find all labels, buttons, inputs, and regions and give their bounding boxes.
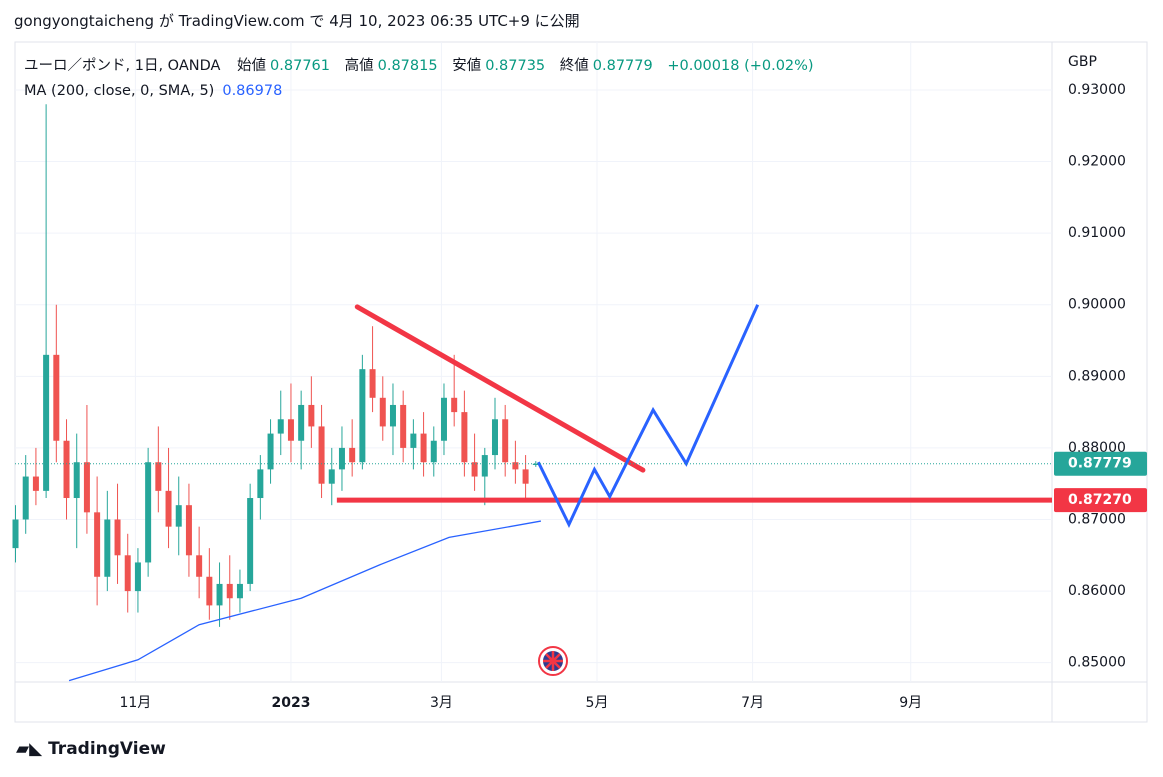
candle-body [267,433,274,470]
candle-body [104,519,111,577]
trendline [354,304,646,473]
change: +0.00018 (+0.02%) [667,58,814,74]
ma-value: 0.86978 [222,83,283,99]
x-tick-label: 3月 [430,695,453,711]
candle-body [420,433,427,463]
candle-body [410,433,417,448]
candle-body [114,519,121,556]
candle-body [532,463,539,466]
footer-text: TradingView [48,739,166,759]
candle-body [165,490,172,527]
footer: ▰◣ TradingView [16,739,166,759]
axis-unit: GBP [1068,54,1097,70]
candle-body [73,462,80,499]
ohlc-label: 高値 [344,58,374,74]
y-tick-label: 0.90000 [1068,297,1126,313]
last-price-tag [1054,451,1147,476]
candle-body [440,397,447,441]
legend-row: ユーロ／ポンド, 1日, OANDA 始値 0.87761 高値 0.87815 安… [24,54,824,79]
projection-path [536,304,760,528]
candle-body [196,555,203,577]
symbol: ユーロ／ポンド, 1日, OANDA [24,58,221,74]
candle-body [451,397,458,413]
support-tag [1054,488,1147,513]
candle-body [491,419,498,456]
candle-body [502,419,509,463]
candle-body [257,469,264,499]
x-tick-label: 7月 [741,695,764,711]
candle-body [175,505,182,527]
ohlc-label: 始値 [237,58,267,74]
chart-frame [14,41,1148,723]
candle-body [185,505,192,556]
candle-body [206,576,213,606]
candle-body [22,476,29,520]
candle-body [155,462,162,491]
candle-body [247,498,254,584]
candle-body [226,583,233,599]
candle-body [298,404,305,441]
candle-body [328,469,335,484]
candle-body [12,519,19,549]
ohlc-value: 0.87815 [377,58,438,74]
candle-body [277,419,284,434]
candle-body [32,476,39,491]
candle-body [287,419,294,441]
support-label: 0.87270 [1068,492,1132,508]
y-tick-label: 0.93000 [1068,82,1126,98]
x-tick-label: 9月 [899,695,922,711]
legend: ユーロ／ポンド, 1日, OANDA 始値 0.87761 高値 0.87815 安… [24,54,824,104]
candle-body [43,354,50,491]
y-tick-label: 0.87000 [1068,511,1126,527]
candle-body [522,469,529,484]
candle-body [236,583,243,599]
candle-body [430,440,437,463]
y-tick-label: 0.89000 [1068,368,1126,384]
y-tick-label: 0.91000 [1068,225,1126,241]
x-tick-label: 2023 [271,695,310,711]
candle-body [94,512,101,577]
event-icon-cross [543,651,563,671]
candle-body [481,455,488,477]
candle-body [83,462,90,513]
ohlc-value: 0.87735 [485,58,546,74]
event-icon [538,646,568,676]
ohlc-value: 0.87779 [592,58,653,74]
ma-name: MA (200, close, 0, SMA, 5) [24,83,215,99]
candle-body [134,562,141,592]
x-tick-label: 11月 [119,695,151,711]
header: gongyongtaicheng が TradingView.com で 4月 … [14,12,580,30]
candle-body [379,397,386,427]
x-tick-label: 5月 [586,695,609,711]
candle-body [308,404,315,427]
y-tick-label: 0.85000 [1068,655,1126,671]
candle-body [53,354,60,441]
candle-body [359,369,366,463]
candle-body [318,426,325,484]
candle-body [216,583,223,606]
candle-body [124,555,131,592]
candle-body [471,462,478,477]
y-tick-label: 0.86000 [1068,583,1126,599]
candle-body [400,404,407,448]
candle-body [389,404,396,427]
last-price-label: 0.87779 [1068,456,1132,472]
ohlc-label: 安値 [452,58,482,74]
candle-body [338,447,345,470]
ma-line [68,520,542,682]
ohlc-value: 0.87761 [270,58,330,74]
candle-body [349,447,356,463]
candle-body [145,462,152,563]
candle-body [369,369,376,398]
ohlc-label: 終値 [559,58,589,74]
candle-body [461,412,468,463]
y-tick-label: 0.92000 [1068,154,1126,170]
candle-body [63,440,70,499]
legend-row: MA (200, close, 0, SMA, 5) 0.86978 [24,79,824,104]
candle-body [512,462,519,470]
